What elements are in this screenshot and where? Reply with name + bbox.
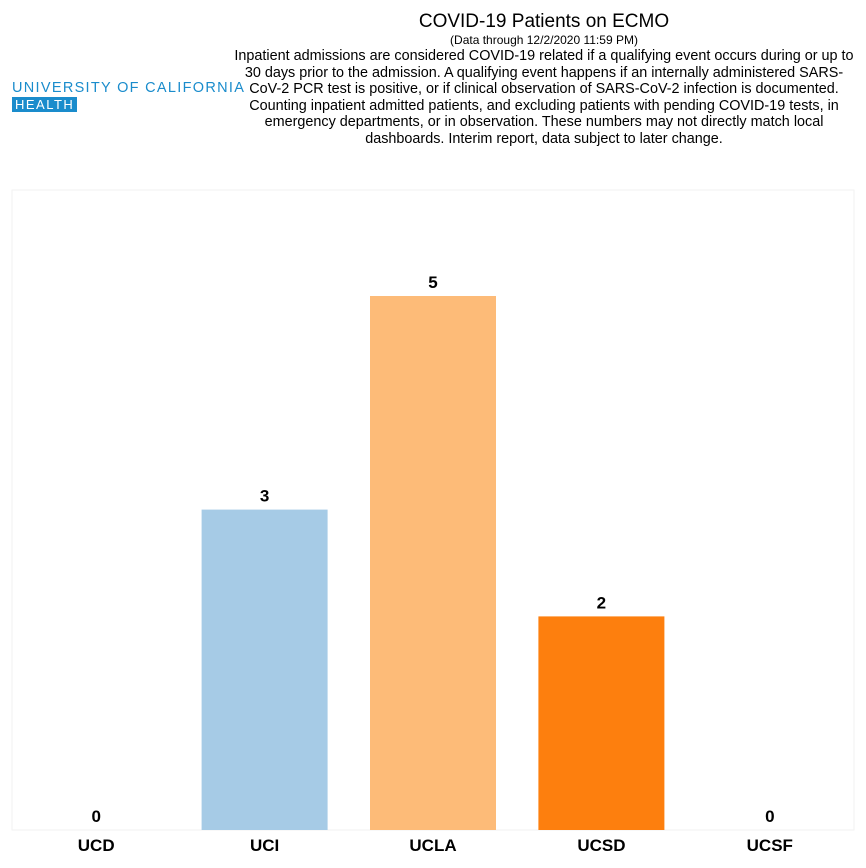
value-label-ucd: 0 [91, 807, 100, 826]
category-label-uci: UCI [250, 836, 279, 855]
category-label-ucd: UCD [78, 836, 115, 855]
bar-ucla [370, 296, 496, 830]
chart-description: Inpatient admissions are considered COVI… [234, 48, 854, 147]
chart-header: COVID-19 Patients on ECMO (Data through … [232, 11, 856, 147]
value-label-ucsf: 0 [765, 807, 774, 826]
bar-ucsd [538, 616, 665, 830]
category-label-ucsd: UCSD [577, 836, 625, 855]
logo-university-text: UNIVERSITY OF CALIFORNIA [12, 80, 246, 96]
chart-subtitle: (Data through 12/2/2020 11:59 PM) [450, 33, 638, 47]
logo-health-text: HEALTH [12, 97, 78, 112]
category-label-ucsf: UCSF [747, 836, 793, 855]
category-label-ucla: UCLA [409, 836, 456, 855]
value-label-uci: 3 [260, 487, 269, 506]
uc-health-logo: UNIVERSITY OF CALIFORNIA HEALTH [12, 80, 245, 114]
value-label-ucsd: 2 [597, 593, 606, 612]
chart-title: COVID-19 Patients on ECMO [418, 11, 670, 32]
bars-group: 0 UCD 3 UCI 5 UCLA 2 UCSD 0 UCSF [78, 273, 793, 855]
bar-uci [201, 509, 328, 830]
value-label-ucla: 5 [428, 273, 437, 292]
